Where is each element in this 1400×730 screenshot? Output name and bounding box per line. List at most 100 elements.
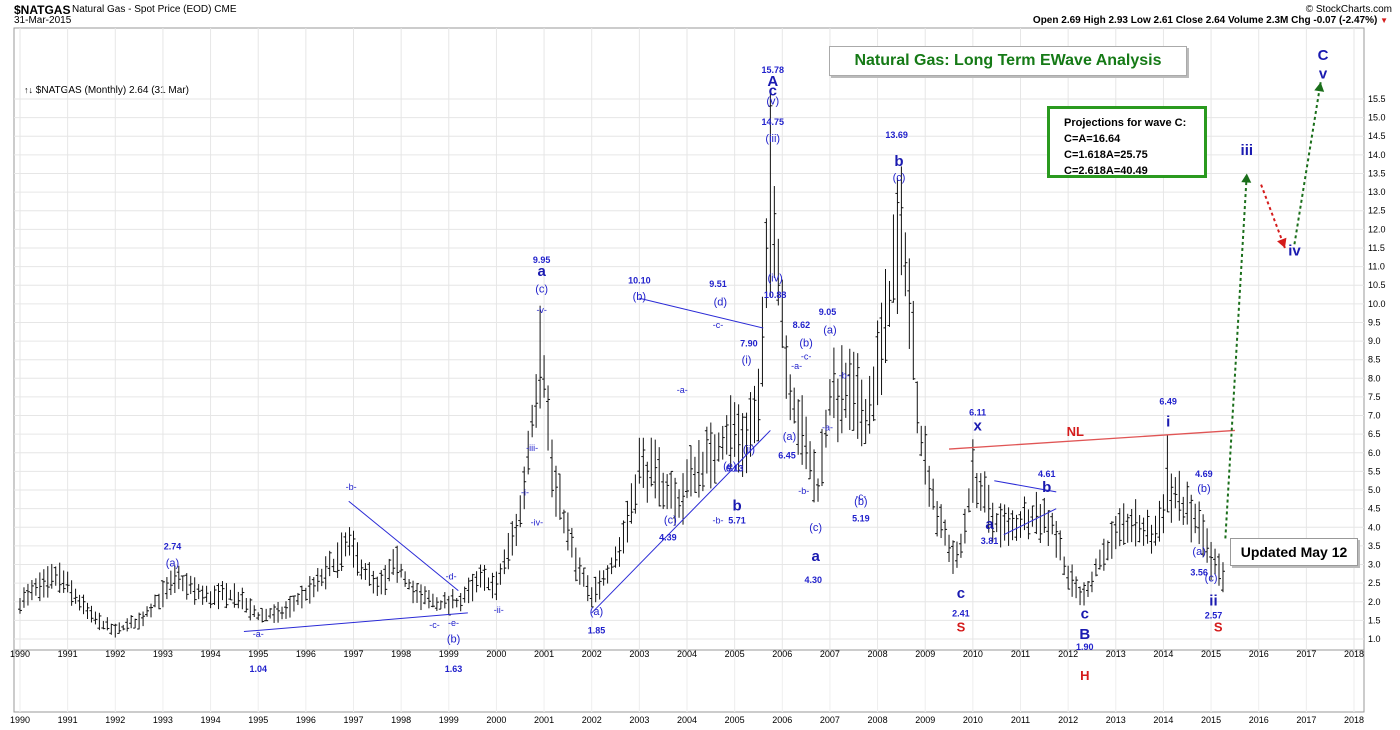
projection-arrowhead xyxy=(1241,173,1252,183)
x-tick-label-lower: 1997 xyxy=(343,715,363,725)
wave-value-label: 5.19 xyxy=(852,514,870,524)
x-tick-label-lower: 1998 xyxy=(391,715,411,725)
wave-value-label: 8.62 xyxy=(793,320,811,330)
wave-minor-label: -v- xyxy=(536,305,547,315)
wave-minor-label: -a- xyxy=(791,361,802,371)
wave-minor-label: -ii- xyxy=(494,605,504,615)
wave-paren-label: (a) xyxy=(823,325,836,337)
projection-path xyxy=(1293,82,1322,245)
x-tick-label-lower: 1991 xyxy=(58,715,78,725)
y-tick-label: 12.0 xyxy=(1368,224,1386,234)
projections-heading: Projections for wave C: xyxy=(1064,117,1187,129)
wave-labels: 2.74 1.04 1.63 9.95 10.10 9.51 7.90 6.13 5.71 4.3… xyxy=(164,47,1329,683)
wave-major-label: iii xyxy=(1241,142,1254,159)
wave-minor-label: -a- xyxy=(253,629,264,639)
wave-minor-label: -b- xyxy=(839,370,850,380)
wave-major-label: ii xyxy=(1209,592,1217,609)
projection-line-3: C=2.618A=40.49 xyxy=(1064,165,1148,177)
wave-paren-label: (ii) xyxy=(743,444,755,456)
x-tick-label: 2011 xyxy=(1011,649,1030,659)
x-tick-label: 2004 xyxy=(677,649,697,659)
x-tick-label-lower: 2007 xyxy=(820,715,840,725)
wave-paren-label: (v) xyxy=(766,96,779,108)
x-tick-label: 2001 xyxy=(534,649,554,659)
wave-red-label: NL xyxy=(1067,424,1084,439)
x-tick-label: 2018 xyxy=(1344,649,1364,659)
y-tick-label: 8.0 xyxy=(1368,373,1381,383)
x-tick-label-lower: 2016 xyxy=(1249,715,1269,725)
legend-label: $NATGAS (Monthly) 2.64 (31 Mar) xyxy=(35,85,189,96)
y-tick-label: 9.0 xyxy=(1368,336,1381,346)
y-tick-label: 11.5 xyxy=(1368,243,1385,253)
y-tick-label: 4.5 xyxy=(1368,504,1381,514)
x-tick-label-lower: 2002 xyxy=(582,715,602,725)
wave-value-label: 1.85 xyxy=(588,625,606,635)
x-tick-label: 1998 xyxy=(391,649,411,659)
x-tick-label: 2006 xyxy=(772,649,792,659)
x-tick-label-lower: 2010 xyxy=(963,715,983,725)
wave-paren-label: (b) xyxy=(447,634,460,646)
chart-title-box: Natural Gas: Long Term EWave Analysis xyxy=(829,46,1187,76)
x-tick-label: 2017 xyxy=(1296,649,1316,659)
wave-minor-label: -b- xyxy=(798,486,809,496)
y-tick-label: 15.0 xyxy=(1368,113,1386,123)
x-tick-label: 1997 xyxy=(343,649,363,659)
legend-icon: ↑↓ xyxy=(24,85,33,95)
wave-value-label: 5.71 xyxy=(728,516,746,526)
x-tick-label-lower: 2005 xyxy=(725,715,745,725)
y-tick-label: 7.5 xyxy=(1368,392,1381,402)
projections-box: Projections for wave C: C=A=16.64 C=1.61… xyxy=(1047,106,1207,178)
x-tick-label-lower: 2012 xyxy=(1058,715,1078,725)
blue-trendline xyxy=(639,297,764,329)
wave-value-label: 10.10 xyxy=(628,275,651,285)
wave-paren-label: (b) xyxy=(799,338,812,350)
wave-minor-label: -e- xyxy=(448,618,459,628)
wave-major-label: B xyxy=(1079,626,1090,643)
wave-paren-label: (c) xyxy=(1205,572,1218,584)
wave-value-label: 1.04 xyxy=(249,664,267,674)
y-tick-label: 5.0 xyxy=(1368,485,1381,495)
x-tick-label-lower: 1999 xyxy=(439,715,459,725)
wave-value-label: 3.56 xyxy=(1190,568,1208,578)
wave-paren-label: (b) xyxy=(1197,483,1210,495)
x-tick-label-lower: 2008 xyxy=(868,715,888,725)
wave-major-label: A xyxy=(767,73,778,90)
wave-paren-label: (a) xyxy=(590,606,603,618)
y-tick-label: 1.0 xyxy=(1368,634,1381,644)
chart-date: 31-Mar-2015 xyxy=(14,15,72,26)
projection-path xyxy=(1224,173,1248,539)
wave-value-label: 9.51 xyxy=(709,279,727,289)
x-tick-label: 1990 xyxy=(10,649,30,659)
x-tick-label: 2016 xyxy=(1249,649,1269,659)
y-tick-label: 3.0 xyxy=(1368,560,1381,570)
wave-red-label: S xyxy=(957,620,966,635)
y-tick-label: 6.0 xyxy=(1368,448,1381,458)
wave-minor-label: -b- xyxy=(712,516,723,526)
wave-value-label: 1.63 xyxy=(445,664,463,674)
y-tick-label: 14.5 xyxy=(1368,131,1386,141)
wave-paren-label: (e) xyxy=(723,461,736,473)
x-tick-label-lower: 2018 xyxy=(1344,715,1364,725)
watermark: © StockCharts.com xyxy=(1305,4,1392,15)
y-tick-label: 13.5 xyxy=(1368,168,1386,178)
projection-arrowhead xyxy=(1314,82,1325,92)
x-axis-lower: 1990 1991 1992 1993 1994 1995 1996 1997 1998 1999… xyxy=(10,715,1364,725)
wave-paren-label: (c) xyxy=(809,522,822,534)
wave-value-label: 4.61 xyxy=(1038,469,1056,479)
quote-values: Open 2.69 High 2.93 Low 2.61 Close 2.64 … xyxy=(1032,15,1378,26)
y-tick-label: 3.5 xyxy=(1368,541,1381,551)
x-tick-label-lower: 1992 xyxy=(105,715,125,725)
wave-minor-label: -d- xyxy=(446,571,457,581)
wave-paren-label: (iv) xyxy=(767,272,782,284)
x-tick-label: 2012 xyxy=(1058,649,1078,659)
x-tick-label: 1992 xyxy=(105,649,125,659)
wave-value-label: 6.49 xyxy=(1159,396,1177,406)
x-tick-label-lower: 2006 xyxy=(772,715,792,725)
wave-value-label: 6.13 xyxy=(726,463,744,473)
x-tick-label-lower: 1990 xyxy=(10,715,30,725)
wave-minor-label: -a- xyxy=(822,422,833,432)
x-tick-label: 2009 xyxy=(915,649,935,659)
wave-paren-label: (iii) xyxy=(765,133,780,145)
y-tick-label: 6.5 xyxy=(1368,429,1381,439)
